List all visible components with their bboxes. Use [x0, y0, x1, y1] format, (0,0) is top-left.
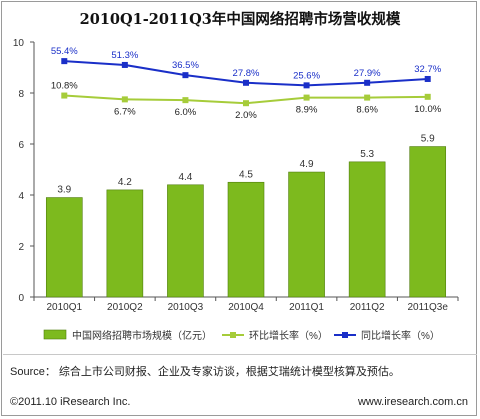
mom-growth-point [61, 92, 68, 99]
yoy-growth-point [243, 79, 249, 86]
yoy-growth-point [121, 61, 128, 68]
yoy-growth-point [424, 75, 431, 82]
legend-mom-marker [230, 332, 236, 338]
mom-growth-point [243, 100, 249, 107]
bar [227, 181, 265, 298]
bar [167, 184, 204, 298]
yoy-growth-label: 36.5% [172, 60, 199, 71]
copyright-text: ©2011.10 iResearch Inc. [10, 396, 131, 408]
yoy-growth-point [61, 58, 68, 65]
x-tick-label: 2011Q3e [408, 302, 449, 313]
x-tick-label: 2010Q2 [107, 302, 143, 313]
x-tick-label: 2010Q4 [228, 302, 264, 313]
yoy-growth-label: 55.4% [51, 46, 78, 57]
yoy-growth-label: 32.7% [414, 64, 441, 75]
yoy-growth-label: 27.9% [354, 68, 381, 79]
mom-growth-point [182, 97, 189, 104]
legend-mom-label: 环比增长率（%） [249, 329, 328, 342]
mom-growth-label: 6.7% [114, 106, 136, 117]
yoy-growth-point [182, 72, 189, 79]
mom-growth-point [121, 96, 128, 103]
x-tick-label: 2011Q1 [289, 302, 324, 313]
yoy-growth-point [364, 79, 371, 86]
legend-bar-swatch [43, 329, 67, 340]
bar-value-label: 4.2 [118, 177, 132, 188]
legend-bar-label: 中国网络招聘市场规模（亿元） [72, 329, 212, 342]
y-tick-label: 2 [18, 242, 24, 253]
mom-growth-label: 6.0% [175, 107, 197, 118]
y-tick-label: 4 [18, 191, 24, 202]
source-note: Source： 综合上市公司财报、企业及专家访谈，根据艾瑞统计模型核算及预估。 [10, 366, 400, 378]
x-tick-label: 2010Q3 [168, 302, 204, 313]
bar [409, 146, 447, 298]
mom-growth-point [424, 93, 431, 100]
yoy-growth-label: 27.8% [233, 68, 260, 79]
y-tick-label: 8 [18, 89, 24, 100]
mom-growth-label: 10.8% [51, 81, 78, 92]
mom-growth-label: 8.9% [296, 105, 318, 116]
bar-value-label: 4.4 [178, 172, 192, 183]
mom-growth-point [303, 94, 310, 101]
mom-growth-point [364, 94, 371, 101]
bar [348, 161, 386, 298]
yoy-growth-point [303, 82, 310, 89]
bar [106, 189, 144, 298]
bar-value-label: 3.9 [57, 185, 71, 196]
website-link[interactable]: www.iresearch.com.cn [357, 396, 468, 408]
bar-value-label: 5.3 [360, 149, 374, 160]
mom-growth-label: 8.6% [356, 105, 378, 116]
legend-yoy-marker [342, 332, 348, 338]
legend-yoy-label: 同比增长率（%） [361, 329, 440, 342]
bar [45, 197, 83, 298]
mom-growth-label: 2.0% [235, 110, 257, 121]
footer-divider [3, 354, 477, 355]
bar-value-label: 4.5 [239, 169, 253, 180]
bar-value-label: 4.9 [300, 159, 314, 170]
chart-title: 2010Q1-2011Q3年中国网络招聘市场营收规模 [80, 10, 401, 28]
y-tick-label: 0 [18, 293, 24, 304]
y-tick-label: 10 [13, 38, 25, 49]
bar-value-label: 5.9 [421, 134, 435, 145]
mom-growth-label: 10.0% [414, 104, 441, 115]
yoy-growth-label: 51.3% [111, 50, 138, 61]
yoy-growth-label: 25.6% [293, 70, 320, 81]
y-tick-label: 6 [18, 140, 24, 151]
x-tick-label: 2011Q2 [350, 302, 385, 313]
bar [288, 171, 325, 298]
x-tick-label: 2010Q1 [46, 302, 82, 313]
